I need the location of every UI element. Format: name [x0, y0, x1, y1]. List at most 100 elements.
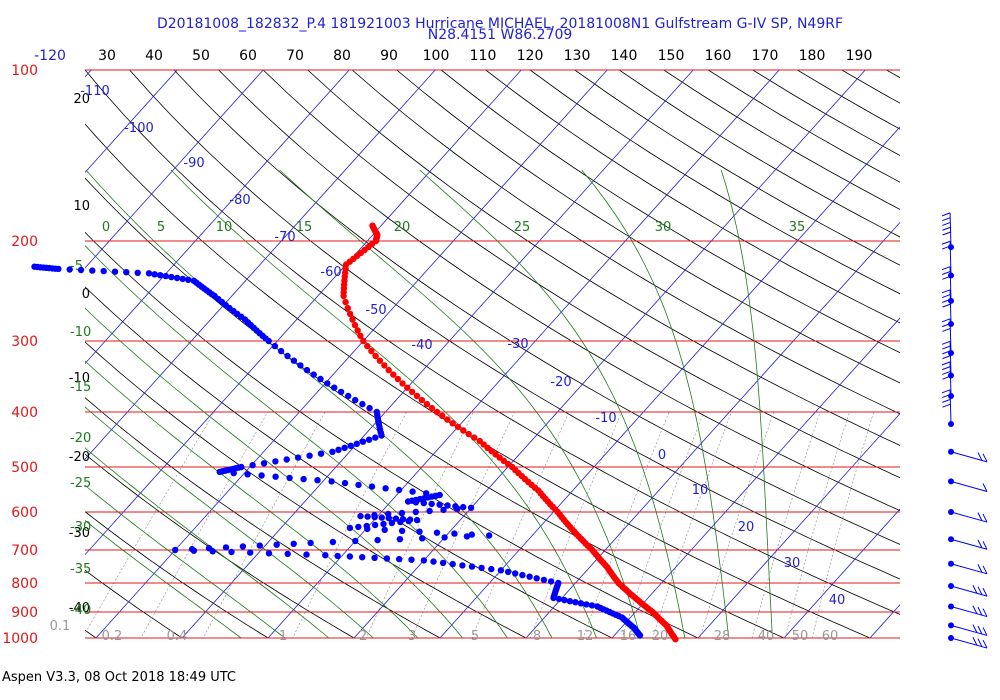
top-axis-label: 140 — [611, 48, 638, 64]
wind-barb-staff — [949, 361, 952, 397]
wind-barb-staff — [950, 480, 988, 492]
dewpoint-point — [355, 481, 362, 489]
dewpoint-point — [335, 446, 342, 453]
isotherm — [267, 70, 780, 638]
dewpoint-point — [572, 599, 579, 606]
wind-barb-flag — [942, 366, 951, 371]
mixing-ratio-left-label: -35 — [70, 562, 91, 577]
wind-barb-flag — [977, 606, 983, 616]
wind-barb-flag — [942, 327, 951, 332]
dewpoint-point — [364, 525, 371, 533]
dewpoint-point — [460, 503, 467, 511]
dewpoint-point — [355, 523, 362, 531]
dewpoint-point — [317, 375, 324, 383]
isotherm — [353, 70, 866, 638]
dewpoint-point — [239, 543, 247, 550]
wind-barb-flag — [982, 453, 988, 463]
isotherm-label: -100 — [124, 121, 154, 136]
dewpoint-point — [486, 532, 493, 539]
pressure-label: 800 — [11, 576, 38, 592]
dewpoint-point — [381, 526, 388, 533]
isotherm-label: -20 — [550, 375, 571, 390]
dewpoint-point — [290, 540, 297, 547]
wind-barb-staff — [950, 451, 988, 463]
dewpoint-point — [371, 554, 378, 561]
wind-barb-staff — [949, 289, 952, 324]
dry-adiabat-label: -20 — [69, 450, 90, 465]
mixing-ratio-top-label: 5 — [157, 220, 165, 235]
top-axis-label: 40 — [145, 48, 163, 64]
mixing-ratio-left-label: -15 — [70, 380, 91, 395]
wind-barb-flag — [972, 624, 978, 633]
wind-barb-staff — [950, 624, 988, 636]
wind-barb-flag — [972, 637, 978, 646]
moist-adiabat — [581, 169, 730, 638]
dry-adiabat — [262, 70, 900, 479]
dewpoint-point — [488, 565, 495, 573]
wind-barb-flag — [941, 340, 951, 345]
dewpoint-point — [383, 555, 391, 562]
dry-adiabat — [129, 70, 900, 580]
wind-barb-flag — [942, 398, 951, 403]
dry-adiabat-label: -10 — [69, 371, 90, 386]
dewpoint-point — [151, 271, 158, 278]
mixing-ratio-line — [85, 411, 215, 635]
wind-barb-flag — [942, 350, 951, 355]
isotherm — [181, 70, 694, 638]
wind-barb-flag — [942, 370, 951, 375]
isotherm-label: -110 — [80, 84, 110, 99]
dewpoint-point — [366, 404, 373, 412]
dewpoint-point — [249, 462, 256, 469]
pressure-label: 700 — [11, 543, 38, 559]
wind-barb-flag — [977, 586, 983, 595]
dewpoint-point — [145, 270, 153, 277]
dry-adiabat — [85, 70, 900, 615]
temperature-point — [423, 400, 431, 408]
dewpoint-point — [540, 576, 548, 584]
dewpoint-point — [409, 488, 416, 495]
dry-adiabat — [0, 70, 26, 650]
wind-barb-flag — [942, 345, 951, 350]
dewpoint-point — [398, 527, 406, 534]
dewpoint-point — [134, 269, 141, 276]
dewpoint-point — [284, 352, 291, 360]
mixing-ratio-line — [784, 411, 850, 638]
dewpoint-point — [303, 366, 311, 374]
wind-barb-staff — [950, 538, 988, 550]
top-axis-label: 160 — [705, 48, 732, 64]
wind-barb-flag — [982, 541, 988, 550]
dewpoint-point — [555, 595, 563, 603]
dewpoint-point — [157, 272, 164, 279]
wind-barb-staff — [950, 605, 988, 618]
dewpoint-point — [385, 514, 392, 522]
moist-adiabat — [85, 245, 508, 638]
temperature-point — [346, 310, 354, 318]
mixing-ratio-line — [751, 411, 821, 638]
dewpoint-point — [636, 632, 644, 639]
dewpoint-point — [331, 384, 338, 391]
dewpoint-point — [388, 519, 396, 527]
pressure-label: 1000 — [2, 631, 38, 647]
mixing-ratio-left-label: -30 — [70, 520, 91, 535]
dewpoint-point — [439, 559, 447, 567]
top-axis-label: 120 — [517, 48, 544, 64]
dewpoint-point — [561, 596, 568, 604]
chart-title: D20181008_182832_P.4 181921003 Hurricane… — [156, 16, 844, 32]
dewpoint-point — [216, 468, 223, 476]
temperature-point — [399, 380, 406, 387]
isotherm — [439, 126, 900, 638]
dewpoint-point — [468, 563, 476, 570]
mixing-ratio-line — [652, 411, 732, 638]
mixing-ratio-bottom-label: 0.1 — [50, 619, 71, 634]
pressure-label: 300 — [11, 334, 38, 350]
mixing-ratio-line — [365, 411, 474, 638]
mixing-ratio-top-label: 0 — [102, 220, 110, 235]
dewpoint-point — [247, 549, 254, 556]
pressure-label: 100 — [11, 63, 38, 79]
dry-adiabat — [85, 569, 183, 638]
temperature-point — [408, 388, 416, 396]
dewpoint-point — [419, 535, 426, 542]
mixing-ratio-top-label: 10 — [216, 220, 233, 235]
pressure-label: 500 — [11, 460, 38, 476]
